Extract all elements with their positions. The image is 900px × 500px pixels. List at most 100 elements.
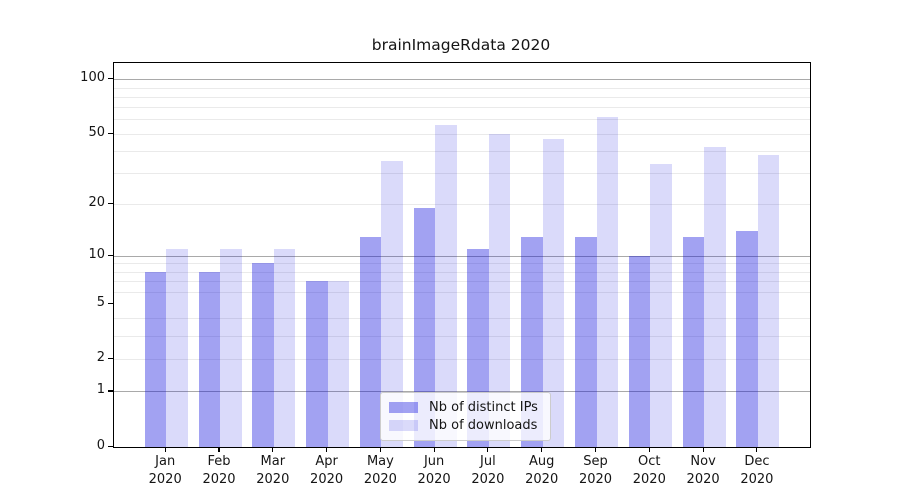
bar-nb-of-downloads-apr xyxy=(327,281,350,447)
x-tick-mark-jun xyxy=(433,447,435,452)
x-tick-month: May xyxy=(366,454,394,469)
y-tick-mark-50 xyxy=(108,132,113,134)
bar-nb-of-distinct-ips-oct xyxy=(628,255,651,447)
y-tick-label-2: 2 xyxy=(96,350,105,366)
bar-nb-of-downloads-oct xyxy=(650,163,672,447)
x-tick-year: 2020 xyxy=(256,471,290,487)
x-tick-month: Jul xyxy=(480,454,496,469)
x-tick-month: Jun xyxy=(423,454,445,469)
bar-nb-of-distinct-ips-sep xyxy=(575,236,597,447)
y-tick-label-5: 5 xyxy=(96,294,105,310)
x-tick-month: Sep xyxy=(583,454,608,469)
y-tick-label-50: 50 xyxy=(88,124,105,140)
x-tick-year: 2020 xyxy=(148,471,182,487)
x-tick-month: Jan xyxy=(155,454,176,469)
gridline-minor-50 xyxy=(114,133,810,135)
x-tick-label-jul: Jul 2020 xyxy=(443,453,533,488)
x-tick-label-jun: Jun 2020 xyxy=(389,453,479,488)
bar-nb-of-downloads-jul xyxy=(488,133,511,447)
gridline-minor-90 xyxy=(114,87,810,89)
y-tick-label-1: 1 xyxy=(96,382,105,398)
bar-nb-of-downloads-jan xyxy=(166,248,188,447)
x-tick-mark-may xyxy=(379,447,381,452)
x-tick-year: 2020 xyxy=(686,471,720,487)
bar-nb-of-downloads-nov xyxy=(704,147,726,447)
y-tick-mark-5 xyxy=(108,302,113,305)
x-tick-month: Feb xyxy=(207,454,231,469)
gridline-minor-30 xyxy=(114,173,810,175)
x-tick-year: 2020 xyxy=(578,471,613,487)
bar-nb-of-distinct-ips-jun xyxy=(413,208,436,447)
x-tick-mark-dec xyxy=(756,447,758,452)
x-tick-month: Dec xyxy=(744,454,770,469)
y-tick-label-0: 0 xyxy=(96,437,105,453)
y-tick-label-100: 100 xyxy=(80,70,105,86)
gridline-minor-7 xyxy=(114,281,810,283)
bar-nb-of-downloads-feb xyxy=(220,248,242,447)
x-tick-mark-jan xyxy=(164,447,166,452)
x-tick-mark-jul xyxy=(487,447,489,452)
gridline-minor-3 xyxy=(114,336,810,338)
bar-nb-of-downloads-dec xyxy=(757,155,780,447)
x-tick-label-aug: Aug 2020 xyxy=(497,453,587,488)
y-tick-mark-0 xyxy=(108,445,113,447)
x-tick-year: 2020 xyxy=(471,471,505,487)
x-tick-mark-aug xyxy=(541,447,543,452)
x-tick-label-dec: Dec 2020 xyxy=(712,453,802,488)
x-tick-year: 2020 xyxy=(740,471,774,487)
x-tick-year: 2020 xyxy=(363,471,397,487)
y-tick-label-10: 10 xyxy=(88,246,105,262)
legend-swatch-distinct-ips xyxy=(389,402,418,414)
gridline-minor-40 xyxy=(114,151,810,152)
x-tick-mark-oct xyxy=(648,447,650,452)
gridline-minor-2 xyxy=(114,359,810,361)
bar-nb-of-distinct-ips-dec xyxy=(736,231,758,447)
x-tick-label-sep: Sep 2020 xyxy=(551,453,641,488)
gridline-major-100 xyxy=(114,79,810,81)
legend: Nb of distinct IPs Nb of downloads xyxy=(380,392,551,441)
x-tick-label-oct: Oct 2020 xyxy=(604,453,694,488)
x-tick-month: Mar xyxy=(260,454,286,469)
legend-label-distinct-ips: Nb of distinct IPs xyxy=(429,400,538,415)
legend-swatch-downloads xyxy=(389,419,418,431)
gridline-minor-6 xyxy=(114,291,810,293)
bar-nb-of-downloads-may xyxy=(381,161,403,447)
gridline-major-1 xyxy=(114,391,810,393)
x-tick-label-mar: Mar 2020 xyxy=(228,453,318,488)
y-tick-mark-20 xyxy=(108,203,113,205)
x-tick-year: 2020 xyxy=(525,471,559,487)
x-tick-mark-mar xyxy=(272,447,274,452)
y-tick-mark-10 xyxy=(108,254,113,256)
x-tick-year: 2020 xyxy=(310,471,344,487)
gridline-major-10 xyxy=(114,255,810,257)
bar-nb-of-distinct-ips-mar xyxy=(252,263,274,447)
bar-nb-of-distinct-ips-may xyxy=(359,236,382,447)
chart-title: brainImageRdata 2020 xyxy=(371,36,551,54)
x-tick-label-apr: Apr 2020 xyxy=(282,453,372,488)
x-tick-label-nov: Nov 2020 xyxy=(658,453,748,488)
gridline-minor-9 xyxy=(114,263,810,265)
gridline-minor-60 xyxy=(114,119,810,121)
bar-nb-of-downloads-jun xyxy=(435,124,457,447)
bar-nb-of-distinct-ips-nov xyxy=(682,236,705,447)
x-tick-year: 2020 xyxy=(202,471,236,487)
gridline-minor-20 xyxy=(114,204,810,206)
x-tick-year: 2020 xyxy=(632,471,666,487)
gridline-minor-4 xyxy=(114,318,810,320)
bar-nb-of-distinct-ips-feb xyxy=(198,271,220,447)
x-tick-label-feb: Feb 2020 xyxy=(174,453,264,488)
legend-row-downloads: Nb of downloads xyxy=(389,417,538,435)
y-tick-mark-2 xyxy=(108,358,113,360)
gridline-minor-8 xyxy=(114,271,810,273)
y-tick-mark-1 xyxy=(108,390,113,392)
x-tick-month: Apr xyxy=(315,454,338,469)
gridline-minor-80 xyxy=(114,96,810,98)
x-tick-label-may: May 2020 xyxy=(335,453,425,488)
x-tick-mark-nov xyxy=(702,447,704,452)
bar-nb-of-downloads-mar xyxy=(273,248,296,447)
x-tick-mark-sep xyxy=(594,447,597,452)
x-tick-month: Nov xyxy=(690,454,716,469)
y-tick-mark-100 xyxy=(108,78,113,80)
x-tick-label-jan: Jan 2020 xyxy=(120,453,210,488)
